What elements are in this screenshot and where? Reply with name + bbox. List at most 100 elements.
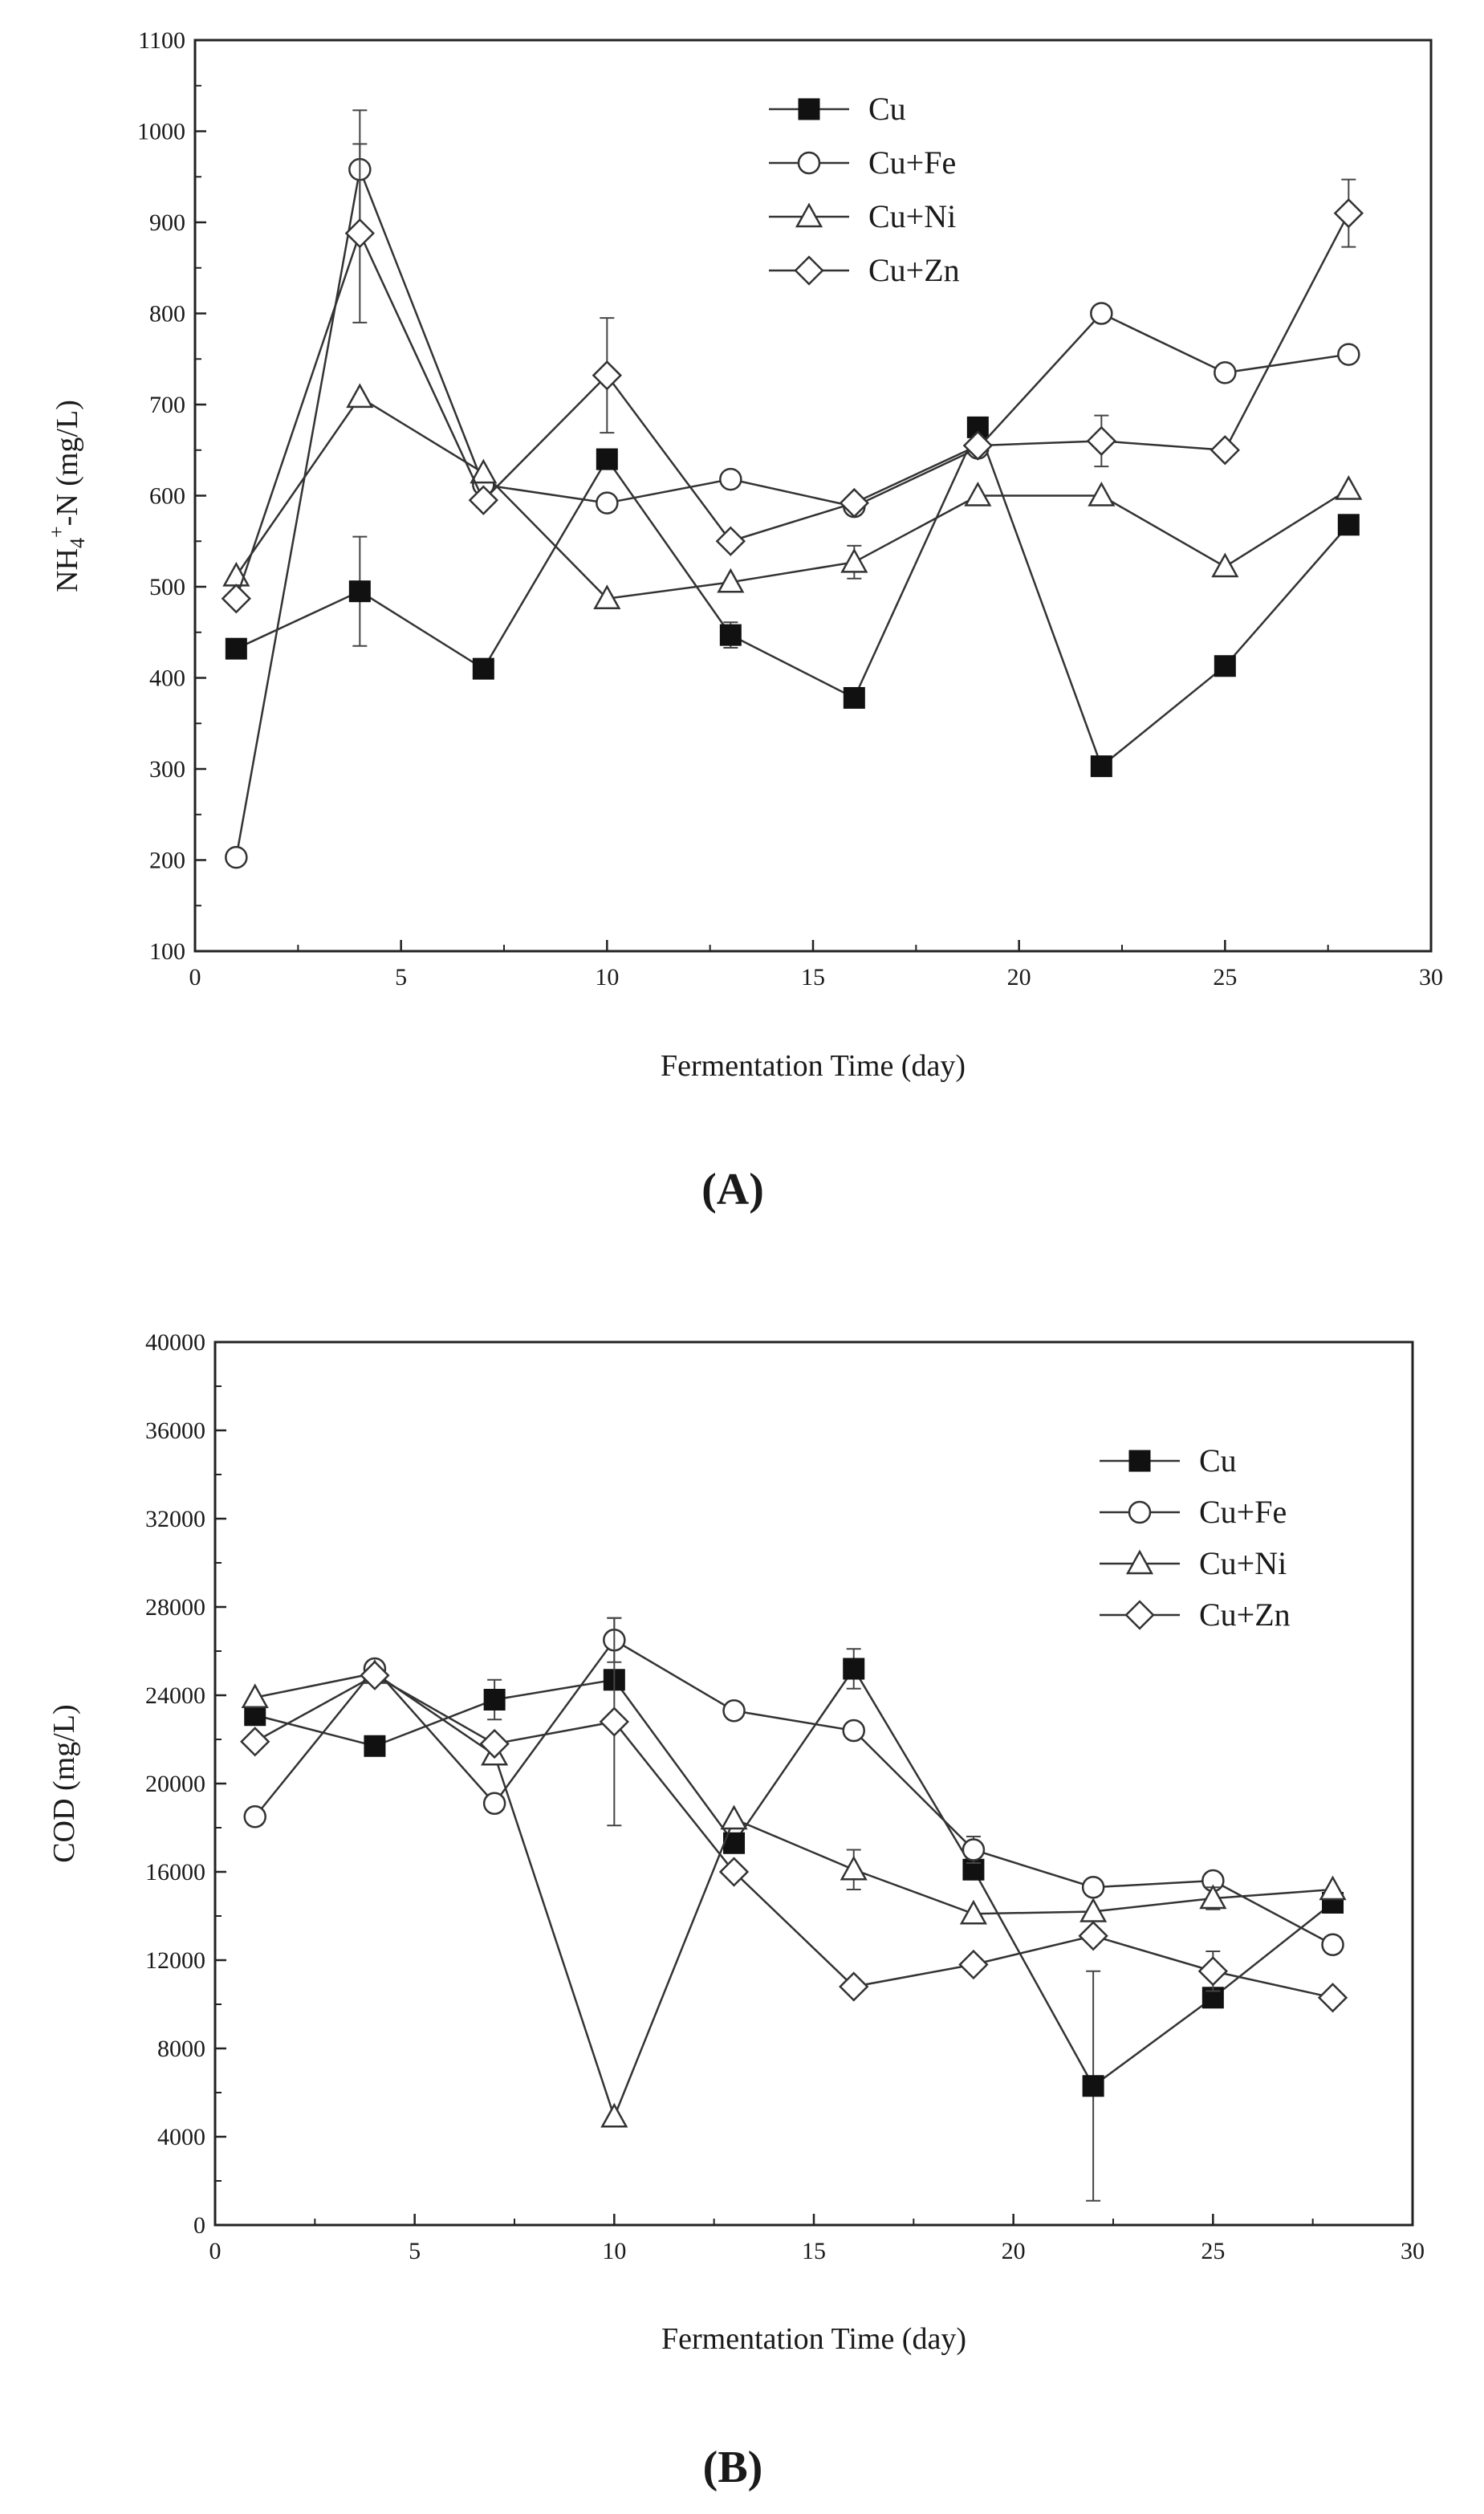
y-axis-title-a-base: NH	[51, 548, 84, 592]
y-axis-title-a: NH4+-N (mg/L)	[45, 400, 89, 592]
data-point-cu-fe-a	[1214, 361, 1237, 384]
data-point-cu-a	[472, 657, 494, 680]
data-point-cu-ni-a	[840, 547, 868, 573]
series-line-cu-ni-a	[235, 396, 1349, 600]
data-point-cu-fe-a	[1090, 302, 1113, 325]
y-axis-title-b: COD (mg/L)	[47, 1704, 81, 1862]
data-point-cu-zn-a	[592, 360, 623, 391]
y-axis-title-a-rest: -N (mg/L)	[51, 400, 84, 526]
data-point-cu-zn-a	[221, 584, 252, 614]
legend-a: Cu Cu+Fe Cu+Ni Cu+Zn	[769, 91, 960, 288]
data-point-cu-zn-b	[958, 1949, 989, 1980]
data-point-cu-zn-a	[1086, 425, 1117, 457]
data-point-cu-zn-b	[839, 1971, 869, 2002]
y-tick-label-b: 28000	[145, 1594, 205, 1621]
y-tick-label-b: 16000	[145, 1859, 205, 1886]
data-point-cu-a	[596, 448, 618, 470]
data-point-cu-a	[225, 637, 247, 660]
data-point-cu-zn-b	[360, 1660, 390, 1690]
series-line-cu-b	[254, 1666, 1334, 2088]
x-tick-label-b: 25	[1201, 2238, 1225, 2264]
x-tick-label-b: 15	[802, 2238, 826, 2264]
y-axis-title-a-sub: 4	[66, 538, 89, 548]
y-tick-label-b: 40000	[145, 1329, 205, 1356]
data-point-cu-ni-a	[1211, 552, 1239, 578]
x-tick-label-b: 5	[409, 2238, 421, 2264]
data-point-cu-a	[719, 624, 742, 646]
legend-label-cu-a: Cu	[868, 91, 906, 127]
data-point-cu-zn-a	[962, 430, 994, 461]
data-point-cu-zn-a	[344, 218, 376, 249]
legend-entry-cu-a: Cu	[769, 91, 906, 127]
panel-label-a: (A)	[701, 1165, 764, 1214]
data-point-cu-zn-a	[839, 487, 870, 519]
series-cu-ni-b	[241, 1658, 1347, 2128]
legend-entry-cu-b: Cu	[1100, 1442, 1237, 1479]
data-point-cu-b	[843, 1658, 865, 1680]
data-point-cu-ni-b	[840, 1855, 868, 1881]
data-point-cu-zn-a	[468, 485, 499, 515]
y-tick-label-b: 8000	[157, 2036, 205, 2062]
data-point-cu-b	[364, 1735, 386, 1757]
data-point-cu-zn-b	[1078, 1921, 1108, 1951]
y-tick-label-b: 4000	[157, 2124, 205, 2150]
data-point-cu-fe-b	[842, 1719, 865, 1743]
y-tick-label-b: 0	[193, 2212, 205, 2239]
x-tick-label-b: 30	[1401, 2238, 1425, 2264]
x-tick-label-b: 0	[209, 2238, 222, 2264]
legend-marker-cu-ni-b	[1125, 1549, 1154, 1575]
series-line-cu-ni-b	[254, 1672, 1333, 2120]
data-point-cu-zn-a	[1333, 197, 1364, 229]
panel-label-b: (B)	[703, 2443, 763, 2492]
y-ticks-b: 0 4000 8000 12000 16000 20000 24000 28000 32000 3…	[145, 1329, 226, 2239]
data-point-cu-ni-b	[720, 1804, 748, 1830]
y-tick-label-a: 700	[149, 392, 185, 418]
data-point-cu-ni-b	[600, 2102, 628, 2128]
data-point-cu-ni-a	[1088, 481, 1116, 506]
series-cu-zn-b	[240, 1617, 1348, 2013]
data-point-cu-b	[244, 1704, 266, 1727]
legend-marker-cu-a	[798, 98, 820, 120]
data-point-cu-b	[1082, 2075, 1104, 2097]
x-tick-label-a: 15	[801, 964, 825, 991]
panel-letter-b: B	[718, 2443, 747, 2492]
data-point-cu-fe-a	[225, 845, 248, 869]
data-point-cu-fe-b	[243, 1805, 266, 1829]
y-tick-label-a: 1100	[138, 27, 185, 54]
legend-marker-cu-zn-a	[794, 255, 824, 286]
data-point-cu-a	[348, 580, 371, 603]
legend-b: Cu Cu+Fe Cu+Ni Cu+Zn	[1100, 1442, 1291, 1633]
y-tick-label-a: 300	[149, 756, 185, 783]
data-point-cu-ni-a	[1335, 475, 1363, 500]
data-point-cu-ni-a	[470, 458, 498, 484]
y-ticks-a: 100 200 300 400 500 600 700 800 900 1000 1100	[137, 27, 206, 965]
data-point-cu-zn-b	[479, 1728, 510, 1759]
series-line-cu-fe-b	[254, 1638, 1334, 1946]
data-point-cu-ni-a	[593, 584, 621, 609]
data-point-cu-fe-b	[1081, 1876, 1105, 1899]
data-point-cu-zn-b	[718, 1857, 750, 1887]
x-tick-label-a: 30	[1419, 964, 1443, 991]
x-tick-label-a: 20	[1007, 964, 1031, 991]
legend-entry-cu-zn-b: Cu+Zn	[1100, 1597, 1291, 1633]
legend-entry-cu-ni-b: Cu+Ni	[1100, 1545, 1287, 1581]
data-point-cu-fe-a	[1337, 343, 1360, 366]
y-tick-label-b: 24000	[145, 1682, 205, 1709]
data-point-cu-ni-b	[241, 1683, 269, 1708]
series-line-cu-a	[235, 425, 1350, 768]
legend-marker-cu-ni-a	[795, 202, 823, 228]
series-line-cu-zn-b	[254, 1674, 1333, 1999]
legend-label-cu-b: Cu	[1199, 1442, 1237, 1479]
series-cu-a	[225, 416, 1360, 778]
x-tick-label-b: 10	[602, 2238, 626, 2264]
chart-panel-b: 0 5 10 15 20 25 30 0 4000 8000 12000 16000 20000 240…	[47, 1329, 1425, 2492]
legend-label-cu-ni-a: Cu+Ni	[868, 198, 956, 234]
series-line-cu-fe-a	[235, 165, 1349, 858]
data-point-cu-a	[1214, 655, 1236, 677]
series-cu-fe-a	[225, 109, 1360, 869]
y-axis-title-a-sup: +	[45, 526, 68, 538]
plot-frame-a	[193, 39, 1433, 953]
x-ticks-b: 0 5 10 15 20 25 30	[209, 2214, 1425, 2264]
data-point-cu-ni-b	[1199, 1884, 1227, 1910]
